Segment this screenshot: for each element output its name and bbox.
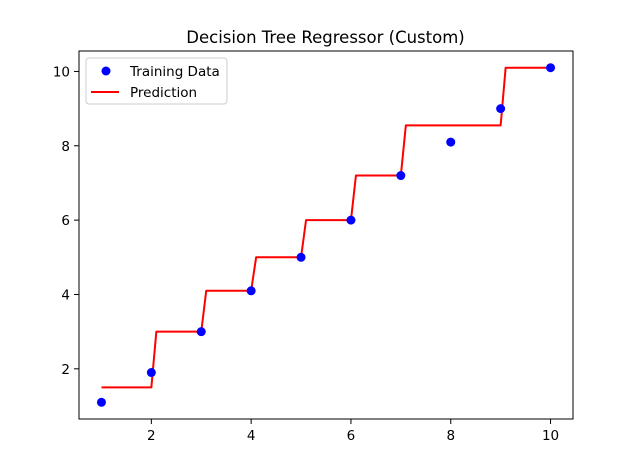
axes-frame xyxy=(78,50,574,420)
training-data-point xyxy=(496,104,506,114)
x-tick-label: 2 xyxy=(147,428,156,444)
legend-label: Prediction xyxy=(130,85,197,101)
training-data-point xyxy=(246,286,256,296)
legend: Training Data Prediction xyxy=(85,57,228,105)
training-data-point xyxy=(396,171,406,181)
training-data-point xyxy=(346,215,356,225)
training-data-point xyxy=(96,397,106,407)
y-tick-label: 10 xyxy=(53,64,70,80)
legend-box xyxy=(85,57,228,105)
chart-title: Decision Tree Regressor (Custom) xyxy=(186,28,464,47)
x-tick-label: 4 xyxy=(247,428,256,444)
training-data-point xyxy=(296,252,306,262)
y-tick-label: 2 xyxy=(61,362,70,378)
plot-area xyxy=(96,63,556,407)
y-tick-label: 6 xyxy=(61,213,70,229)
x-tick-label: 6 xyxy=(347,428,356,444)
training-data-point xyxy=(146,368,156,378)
prediction-line xyxy=(101,66,551,389)
axes: 2 4 6 8 10 2 4 6 8 10 xyxy=(53,50,574,444)
x-tick-label: 10 xyxy=(542,428,559,444)
legend-marker-training-data xyxy=(101,66,111,76)
x-tick-label: 8 xyxy=(446,428,455,444)
training-data-point xyxy=(546,63,556,73)
y-tick-label: 8 xyxy=(61,139,70,155)
legend-label: Training Data xyxy=(129,64,220,80)
training-data-point xyxy=(196,327,206,337)
training-data-point xyxy=(446,137,456,147)
y-tick-label: 4 xyxy=(61,287,70,303)
